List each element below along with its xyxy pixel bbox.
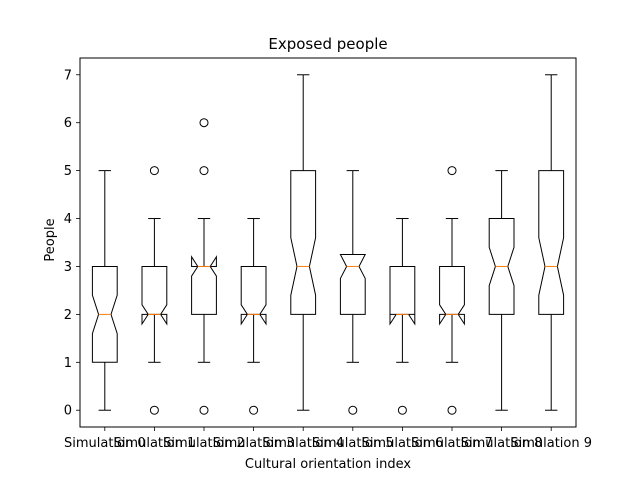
flier-point — [149, 405, 159, 415]
box-3 — [240, 218, 267, 415]
y-tick-label: 2 — [64, 308, 72, 323]
x-tick-label: Simulation 4 — [262, 436, 344, 451]
x-tick-label: Simulation 8 — [461, 436, 543, 451]
y-tick-label: 1 — [64, 356, 72, 371]
y-tick-label: 3 — [64, 260, 72, 275]
box-body — [290, 170, 317, 315]
box-0 — [91, 170, 118, 411]
y-tick-label: 7 — [64, 68, 72, 83]
y-axis: 0 1 2 3 4 5 6 7 — [64, 68, 80, 419]
y-tick-label: 0 — [64, 404, 72, 419]
x-tick-label: Simulation 0 — [64, 436, 146, 451]
x-tick-label: Simulation 6 — [362, 436, 444, 451]
x-tick-label: Simulation 1 — [114, 436, 196, 451]
x-tick-label: Simulation 3 — [213, 436, 295, 451]
box-body — [339, 253, 367, 315]
x-axis-label: Cultural orientation index — [245, 457, 411, 472]
x-tick-label: Simulation 5 — [312, 436, 394, 451]
chart-title: Exposed people — [268, 35, 387, 53]
y-tick-label: 4 — [64, 212, 72, 227]
flier-point — [199, 166, 209, 176]
x-tick-label: Simulation 2 — [163, 436, 245, 451]
box-8 — [488, 170, 515, 411]
flier-point — [199, 405, 209, 415]
box-4 — [290, 74, 317, 411]
plot-frame — [79, 57, 577, 428]
box-body — [191, 255, 217, 315]
box-body — [91, 265, 118, 363]
box-6 — [389, 218, 416, 415]
x-tick-label: Simulation 7 — [411, 436, 493, 451]
flier-point — [397, 405, 407, 415]
flier-point — [447, 166, 457, 176]
y-axis-label: People — [43, 218, 58, 261]
y-tick-label: 6 — [64, 116, 72, 131]
box-7 — [439, 166, 465, 415]
box-body — [439, 265, 465, 326]
flier-point — [199, 118, 209, 128]
box-body — [240, 265, 267, 326]
box-body — [488, 218, 515, 315]
box-body — [538, 170, 565, 315]
box-1 — [141, 166, 168, 415]
y-tick-label: 5 — [64, 164, 72, 179]
box-5 — [339, 170, 367, 415]
flier-point — [447, 405, 457, 415]
box-2 — [191, 118, 217, 415]
x-tick-label: Simulation 9 — [510, 436, 592, 451]
box-9 — [538, 74, 565, 411]
flier-point — [149, 166, 159, 176]
box-body — [389, 265, 416, 326]
flier-point — [348, 405, 358, 415]
flier-point — [249, 405, 259, 415]
plot-area — [79, 57, 577, 428]
box-body — [141, 265, 168, 326]
